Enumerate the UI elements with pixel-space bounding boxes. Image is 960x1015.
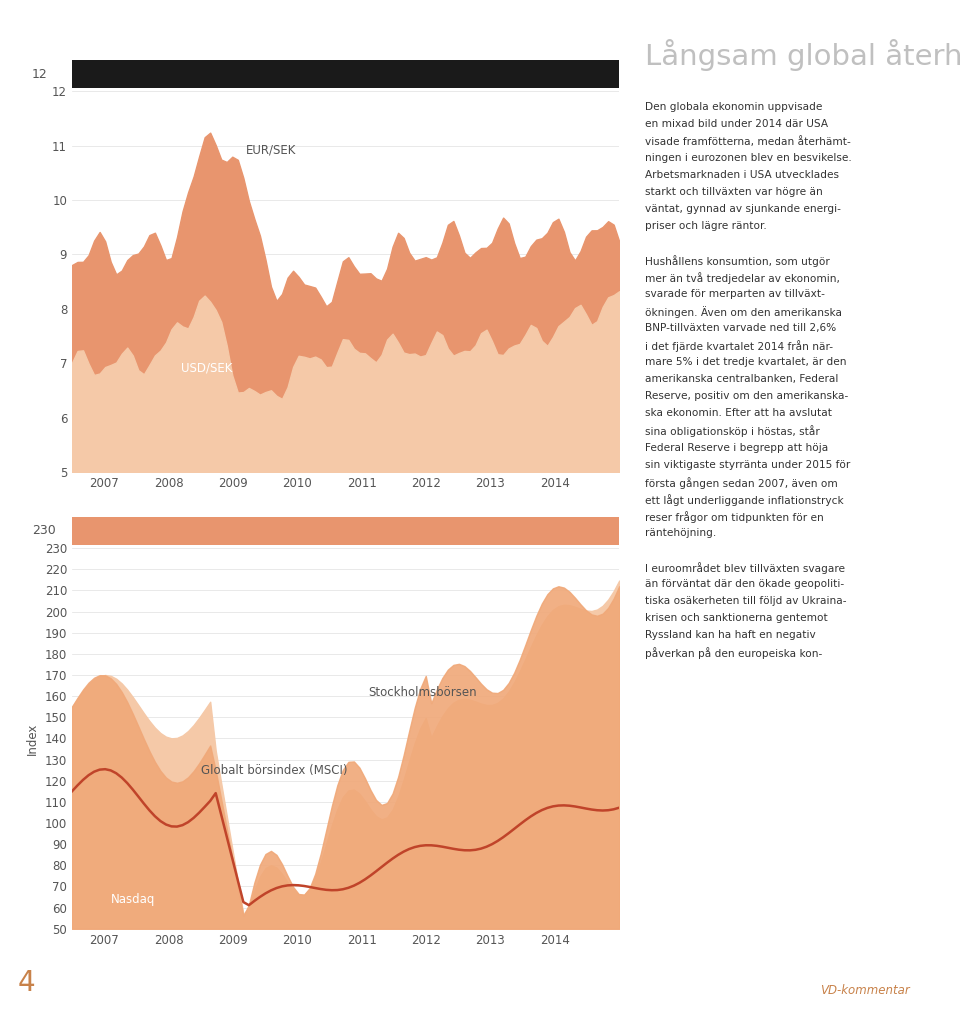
- Text: mare 5% i det tredje kvartalet, är den: mare 5% i det tredje kvartalet, är den: [645, 357, 847, 367]
- Text: räntehöjning.: räntehöjning.: [645, 528, 716, 538]
- Text: Ryssland kan ha haft en negativ: Ryssland kan ha haft en negativ: [645, 630, 816, 640]
- Text: krisen och sanktionerna gentemot: krisen och sanktionerna gentemot: [645, 613, 828, 623]
- Text: Nasdaq: Nasdaq: [110, 893, 155, 906]
- Text: reser frågor om tidpunkten för en: reser frågor om tidpunkten för en: [645, 511, 824, 523]
- Text: än förväntat där den ökade geopoliti-: än förväntat där den ökade geopoliti-: [645, 579, 844, 589]
- Text: ska ekonomin. Efter att ha avslutat: ska ekonomin. Efter att ha avslutat: [645, 408, 832, 418]
- Text: mer än två tredjedelar av ekonomin,: mer än två tredjedelar av ekonomin,: [645, 272, 840, 284]
- Text: sina obligationsköp i höstas, står: sina obligationsköp i höstas, står: [645, 425, 820, 437]
- Text: Långsam global återhämtning: Långsam global återhämtning: [645, 39, 960, 71]
- Text: priser och lägre räntor.: priser och lägre räntor.: [645, 221, 767, 230]
- Text: Den globala ekonomin uppvisade: Den globala ekonomin uppvisade: [645, 102, 823, 112]
- Text: sin viktigaste styrränta under 2015 för: sin viktigaste styrränta under 2015 för: [645, 460, 851, 470]
- Text: starkt och tillväxten var högre än: starkt och tillväxten var högre än: [645, 187, 823, 197]
- Text: Globalt börsindex (MSCI): Globalt börsindex (MSCI): [201, 764, 348, 777]
- Text: i det fjärde kvartalet 2014 från när-: i det fjärde kvartalet 2014 från när-: [645, 340, 833, 352]
- Text: 4: 4: [17, 968, 35, 997]
- Text: VD-kommentar: VD-kommentar: [821, 984, 910, 997]
- Text: visade framfötterna, medan återhämt-: visade framfötterna, medan återhämt-: [645, 136, 851, 146]
- Text: Den svenska kronan gentemot dollarn och euron: Den svenska kronan gentemot dollarn och …: [84, 68, 426, 80]
- Text: Reserve, positiv om den amerikanska-: Reserve, positiv om den amerikanska-: [645, 392, 849, 401]
- Y-axis label: Index: Index: [26, 723, 39, 754]
- Text: svarade för merparten av tillväxt-: svarade för merparten av tillväxt-: [645, 289, 825, 299]
- Text: första gången sedan 2007, även om: första gången sedan 2007, även om: [645, 477, 838, 488]
- Text: Arbetsmarknaden i USA utvecklades: Arbetsmarknaden i USA utvecklades: [645, 170, 839, 180]
- Text: Hushållens konsumtion, som utgör: Hushållens konsumtion, som utgör: [645, 255, 829, 267]
- Text: Börsutvecklingen: Börsutvecklingen: [84, 525, 205, 537]
- Text: ningen i eurozonen blev en besvikelse.: ningen i eurozonen blev en besvikelse.: [645, 152, 852, 162]
- Text: 230: 230: [32, 525, 56, 537]
- Text: en mixad bild under 2014 där USA: en mixad bild under 2014 där USA: [645, 119, 828, 129]
- Text: tiska osäkerheten till följd av Ukraina-: tiska osäkerheten till följd av Ukraina-: [645, 596, 847, 606]
- Text: väntat, gynnad av sjunkande energi-: väntat, gynnad av sjunkande energi-: [645, 204, 841, 214]
- Text: BNP-tillväxten varvade ned till 2,6%: BNP-tillväxten varvade ned till 2,6%: [645, 323, 836, 333]
- Text: 12: 12: [32, 68, 47, 80]
- Text: USD/SEK: USD/SEK: [181, 361, 233, 375]
- Text: amerikanska centralbanken, Federal: amerikanska centralbanken, Federal: [645, 375, 838, 385]
- Text: Stockholmsbörsen: Stockholmsbörsen: [368, 686, 477, 699]
- Text: ett lågt underliggande inflationstryck: ett lågt underliggande inflationstryck: [645, 493, 844, 505]
- Text: Federal Reserve i begrepp att höja: Federal Reserve i begrepp att höja: [645, 443, 828, 453]
- Text: EUR/SEK: EUR/SEK: [246, 144, 297, 157]
- Text: påverkan på den europeiska kon-: påverkan på den europeiska kon-: [645, 648, 823, 659]
- Text: I euroområdet blev tillväxten svagare: I euroområdet blev tillväxten svagare: [645, 562, 845, 573]
- Text: ökningen. Även om den amerikanska: ökningen. Även om den amerikanska: [645, 307, 842, 318]
